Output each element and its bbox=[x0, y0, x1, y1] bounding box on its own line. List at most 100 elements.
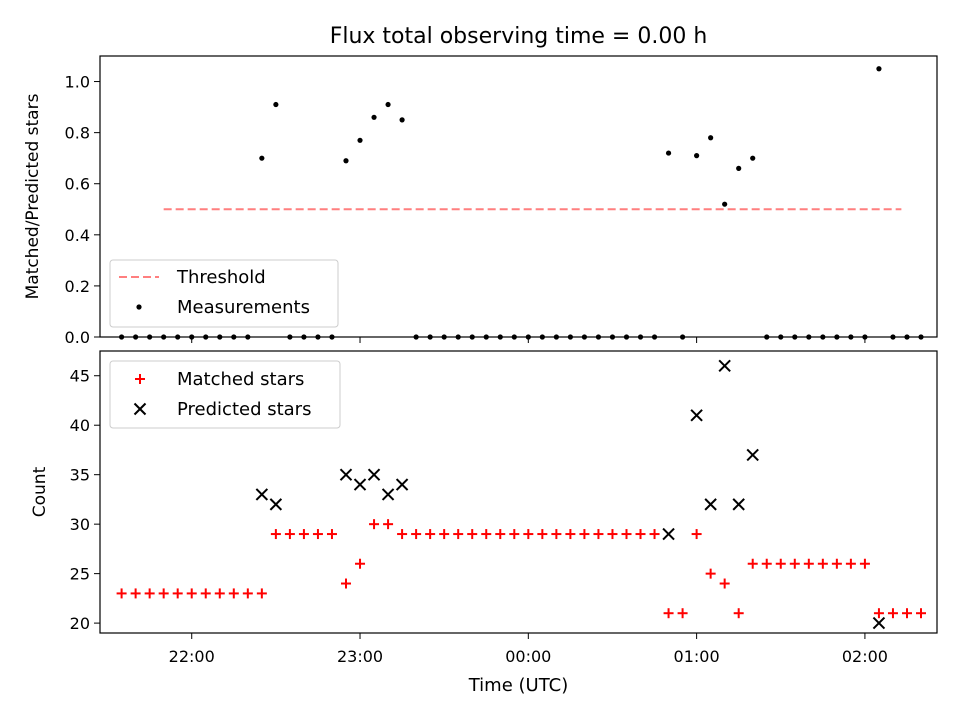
measurement-point bbox=[175, 334, 181, 340]
legend-measurement-swatch bbox=[136, 304, 142, 310]
legend-threshold-label: Threshold bbox=[176, 267, 266, 288]
ratio-y-axis: 0.0 0.2 0.4 0.6 0.8 1.0 bbox=[65, 73, 100, 347]
predicted-point bbox=[704, 498, 717, 511]
measurement-point bbox=[609, 334, 616, 340]
measurement-point bbox=[553, 334, 559, 340]
matched-point bbox=[845, 558, 856, 569]
matched-point bbox=[270, 529, 281, 540]
count-legend-box bbox=[109, 360, 341, 429]
x-tick-label: 23:00 bbox=[337, 647, 383, 666]
matched-point bbox=[649, 529, 660, 540]
legend-predicted-label: Predicted stars bbox=[177, 399, 311, 420]
measurement-point bbox=[567, 334, 573, 340]
chart-title: Flux total observing time = 0.00 h bbox=[330, 24, 708, 49]
ratio-y-label: Matched/Predicted stars bbox=[23, 93, 43, 299]
measurement-point bbox=[357, 137, 363, 143]
predicted-point bbox=[872, 616, 886, 630]
matched-point bbox=[761, 558, 772, 569]
legend-matched-swatch bbox=[135, 374, 145, 384]
matched-point bbox=[663, 608, 674, 619]
measurement-point bbox=[539, 334, 545, 340]
measurement-point bbox=[918, 334, 924, 340]
matched-point bbox=[803, 558, 814, 569]
measurement-point bbox=[525, 334, 531, 340]
count-panel: 20 25 30 35 40 45 22:00 23:00 00:00 01:00 02:00 C… bbox=[30, 350, 938, 696]
measurement-point bbox=[329, 334, 335, 340]
matched-point bbox=[340, 578, 351, 589]
count-y-tick-label: 35 bbox=[70, 466, 90, 485]
matched-point bbox=[523, 529, 534, 540]
ratio-y-tick-label: 0.2 bbox=[65, 277, 90, 296]
matched-point bbox=[887, 608, 898, 619]
matched-point bbox=[537, 529, 548, 540]
matched-point bbox=[467, 529, 478, 540]
predicted-point bbox=[395, 478, 409, 491]
matched-point bbox=[831, 558, 842, 569]
measurement-point bbox=[118, 334, 125, 340]
measurement-point bbox=[441, 334, 447, 340]
matched-point bbox=[873, 608, 884, 619]
predicted-point bbox=[732, 498, 745, 511]
matched-point bbox=[383, 519, 394, 530]
predicted-points bbox=[255, 359, 886, 630]
measurement-point bbox=[694, 153, 700, 159]
legend-predicted-marker bbox=[133, 402, 147, 416]
measurement-point bbox=[848, 334, 854, 340]
matched-point bbox=[635, 529, 646, 540]
matched-point bbox=[214, 588, 225, 599]
measurement-point bbox=[820, 334, 826, 340]
predicted-point bbox=[690, 409, 703, 422]
measurement-point bbox=[778, 334, 784, 340]
matched-point bbox=[789, 558, 800, 569]
count-y-axis: 20 25 30 35 40 45 bbox=[70, 367, 100, 633]
matched-point bbox=[579, 529, 590, 540]
ratio-legend-box bbox=[109, 259, 339, 328]
matched-point bbox=[453, 529, 464, 540]
measurement-point bbox=[736, 165, 742, 171]
measurement-point bbox=[133, 334, 139, 340]
matched-point bbox=[621, 529, 632, 540]
matched-point bbox=[747, 558, 758, 569]
matched-point bbox=[228, 588, 239, 599]
measurement-point bbox=[189, 334, 195, 340]
measurement-point bbox=[679, 334, 686, 340]
measurement-point bbox=[890, 334, 896, 340]
matched-point bbox=[916, 608, 927, 619]
measurement-point bbox=[876, 66, 882, 72]
measurement-point bbox=[497, 334, 503, 340]
predicted-point bbox=[353, 478, 367, 491]
count-y-tick-label: 30 bbox=[70, 515, 90, 534]
ratio-y-tick-label: 1.0 bbox=[65, 73, 90, 92]
matched-point bbox=[775, 558, 786, 569]
matched-point bbox=[719, 578, 730, 589]
measurement-point bbox=[581, 334, 588, 340]
ratio-panel: 0.0 0.2 0.4 0.6 0.8 1.0 Matched/Predicted sta… bbox=[23, 55, 938, 347]
measurement-point bbox=[259, 155, 265, 161]
measurement-point bbox=[469, 334, 475, 340]
measurement-point bbox=[413, 334, 419, 340]
measurement-point bbox=[301, 334, 307, 340]
legend-matched-marker bbox=[135, 374, 145, 384]
measurement-point bbox=[623, 334, 630, 340]
matched-point bbox=[901, 608, 912, 619]
matched-point bbox=[733, 608, 744, 619]
measurement-point bbox=[161, 334, 167, 340]
matched-points bbox=[116, 519, 927, 619]
matched-point bbox=[312, 529, 323, 540]
legend-matched-label: Matched stars bbox=[177, 369, 304, 390]
matched-point bbox=[691, 529, 702, 540]
measurement-point bbox=[385, 101, 391, 108]
measurement-point bbox=[834, 334, 840, 340]
measurement-point bbox=[147, 334, 153, 340]
legend-predicted-swatch bbox=[133, 402, 147, 416]
measurement-point bbox=[708, 135, 714, 141]
measurement-point bbox=[287, 334, 293, 340]
measurement-point bbox=[371, 114, 377, 120]
ratio-y-tick-label: 0.0 bbox=[65, 328, 90, 347]
matched-point bbox=[439, 529, 450, 540]
measurement-point bbox=[483, 334, 489, 340]
measurement-point bbox=[315, 334, 321, 340]
measurement-point bbox=[764, 334, 770, 340]
count-y-label: Count bbox=[30, 466, 50, 517]
